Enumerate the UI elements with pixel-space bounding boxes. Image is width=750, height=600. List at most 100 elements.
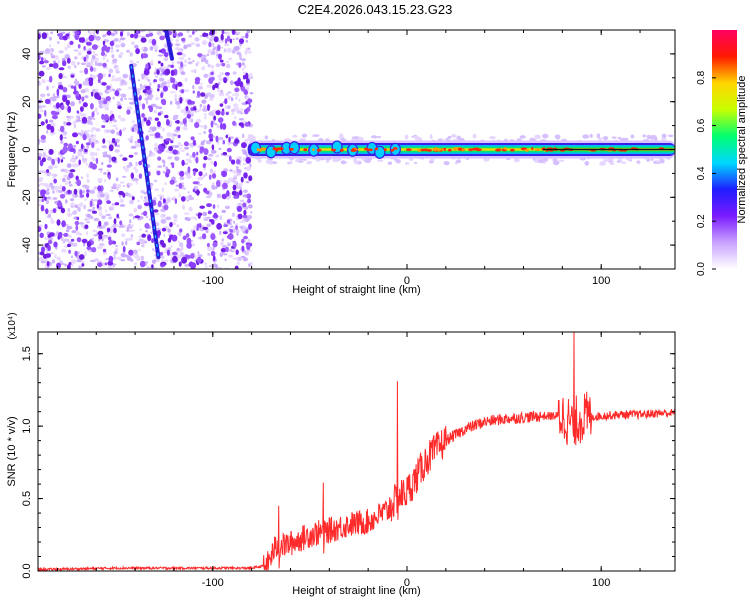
noise-dot <box>217 75 222 78</box>
noise-dot <box>61 248 67 253</box>
noise-dot <box>51 97 57 102</box>
noise-dot <box>169 179 175 185</box>
noise-dot <box>91 91 94 97</box>
noise-dot <box>130 172 134 179</box>
noise-dot <box>54 254 57 258</box>
noise-dot <box>225 134 228 139</box>
noise-dot <box>206 242 210 248</box>
noise-dot <box>83 46 86 51</box>
y-axis-label: SNR (10 * v/v) <box>6 416 18 486</box>
noise-dot <box>131 127 135 133</box>
noise-dot <box>206 53 210 56</box>
noise-dot <box>102 62 107 68</box>
noise-dot <box>179 249 183 254</box>
y-multiplier: (x10⁴) <box>7 312 18 339</box>
noise-dot <box>170 69 175 77</box>
noise-dot <box>145 85 151 90</box>
noise-dot <box>120 117 126 122</box>
noise-dot <box>56 256 61 261</box>
noise-dot <box>48 148 54 155</box>
noise-dot <box>45 119 48 124</box>
noise-dot <box>59 134 63 141</box>
noise-dot <box>39 109 45 112</box>
noise-dot <box>84 197 87 202</box>
noise-dot <box>101 161 104 166</box>
noise-dot <box>215 63 221 67</box>
noise-dot <box>120 259 126 262</box>
noise-dot <box>174 180 178 183</box>
noise-dot <box>44 110 47 117</box>
noise-dot <box>84 148 88 153</box>
noise-dot <box>137 199 140 203</box>
noise-dot <box>128 249 134 256</box>
noise-dot <box>111 186 116 190</box>
noise-dot <box>180 109 186 113</box>
halo-dot <box>656 160 660 163</box>
noise-dot <box>217 44 221 52</box>
noise-dot <box>119 154 123 157</box>
noise-dot <box>216 266 223 269</box>
noise-dot <box>146 96 151 99</box>
noise-dot <box>108 68 114 74</box>
noise-dot <box>196 256 202 264</box>
noise-dot <box>166 168 171 175</box>
noise-dot <box>124 192 129 197</box>
noise-dot <box>196 223 200 229</box>
noise-dot <box>225 60 230 63</box>
noise-dot <box>85 163 89 166</box>
noise-dot <box>95 57 98 63</box>
noise-dot <box>141 233 146 238</box>
noise-dot <box>226 47 233 53</box>
noise-dot <box>73 124 77 129</box>
noise-dot <box>53 165 58 168</box>
noise-dot <box>96 95 102 101</box>
noise-dot <box>102 55 106 61</box>
noise-dot <box>236 205 243 212</box>
noise-dot <box>236 261 241 265</box>
x-tick-label: -100 <box>202 275 224 287</box>
noise-dot <box>199 125 204 128</box>
noise-dot <box>174 93 177 99</box>
noise-dot <box>147 116 152 121</box>
noise-dot <box>66 57 71 64</box>
noise-dot <box>161 159 165 163</box>
halo-dot <box>443 161 450 166</box>
noise-dot <box>233 220 235 224</box>
band-hotspot <box>531 147 534 151</box>
noise-dot <box>81 96 85 102</box>
noise-dot <box>212 241 218 248</box>
band-hotspot <box>503 147 507 150</box>
noise-dot <box>243 172 248 179</box>
noise-dot <box>217 39 222 43</box>
noise-dot <box>144 202 150 206</box>
y-axis-label: Frequency (Hz) <box>6 112 18 188</box>
noise-dot <box>62 131 68 136</box>
dispersed-trace <box>129 63 161 260</box>
noise-dot <box>103 114 109 121</box>
y-tick-label: -20 <box>21 189 33 205</box>
noise-dot <box>119 198 124 203</box>
snr-plot-area <box>38 332 675 571</box>
noise-dot <box>201 107 208 112</box>
noise-dot <box>172 251 178 256</box>
noise-dot <box>40 189 46 195</box>
noise-dot <box>164 259 169 262</box>
noise-dot <box>188 34 193 38</box>
noise-dot <box>210 64 214 69</box>
noise-dot <box>120 252 127 258</box>
noise-dot <box>98 234 103 240</box>
noise-dot <box>192 139 197 146</box>
noise-dot <box>197 254 203 258</box>
noise-dot <box>190 253 195 259</box>
noise-dot <box>172 221 176 226</box>
noise-dot <box>156 121 161 127</box>
noise-dot <box>194 37 200 42</box>
noise-dot <box>66 238 70 242</box>
noise-dot <box>246 166 252 171</box>
noise-dot <box>122 175 127 178</box>
noise-dot <box>219 252 223 257</box>
noise-dot <box>222 244 227 249</box>
noise-dot <box>117 87 121 92</box>
noise-dot <box>140 212 144 216</box>
noise-dot <box>84 67 89 75</box>
